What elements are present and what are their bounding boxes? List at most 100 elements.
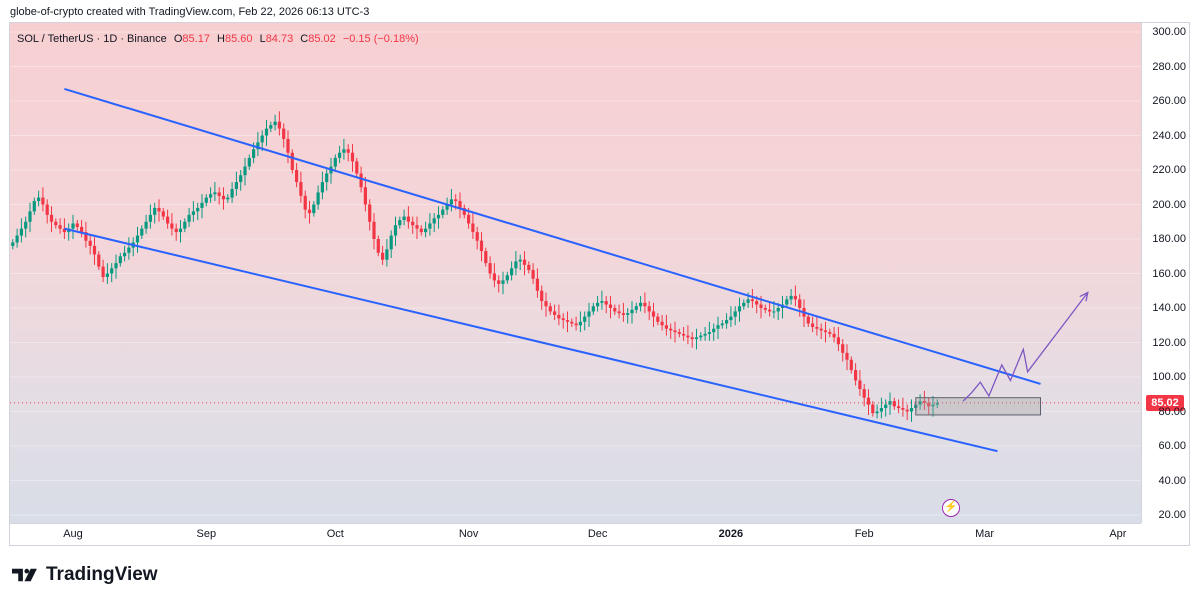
candle-body bbox=[561, 318, 565, 321]
candle-body bbox=[854, 370, 858, 381]
candle-body bbox=[355, 161, 359, 174]
candle-body bbox=[290, 152, 294, 170]
y-tick-label: 120.00 bbox=[1152, 336, 1186, 349]
tradingview-brand[interactable]: TradingView bbox=[12, 564, 158, 586]
candle-body bbox=[905, 409, 909, 412]
candle-body bbox=[871, 404, 875, 414]
channel-upper-line bbox=[64, 87, 1041, 385]
candle-body bbox=[484, 251, 488, 264]
candle-body bbox=[37, 197, 41, 202]
candle-body bbox=[320, 182, 324, 193]
x-tick-label: Mar bbox=[975, 528, 995, 540]
close-value: 85.02 bbox=[308, 33, 336, 45]
chart-credit: globe-of-crypto created with TradingView… bbox=[10, 6, 370, 18]
price-chart[interactable] bbox=[10, 23, 1141, 523]
projection-arrowhead bbox=[1079, 291, 1089, 302]
candle-body bbox=[49, 214, 54, 222]
candle-body bbox=[359, 173, 363, 188]
candle-body bbox=[299, 182, 303, 196]
candle-body bbox=[385, 249, 389, 260]
candle-body bbox=[312, 204, 316, 214]
candle-body bbox=[811, 323, 815, 327]
projection-path bbox=[962, 292, 1089, 402]
low-label: L bbox=[259, 33, 266, 45]
candle-body bbox=[467, 214, 471, 224]
candle-body bbox=[342, 149, 346, 153]
candle-body bbox=[110, 268, 114, 274]
candle-body bbox=[497, 280, 501, 284]
candle-body bbox=[729, 316, 733, 321]
candle-body bbox=[492, 273, 496, 281]
candle-body bbox=[548, 306, 552, 312]
candle-body bbox=[161, 211, 165, 217]
candle-body bbox=[118, 256, 122, 264]
price-axis[interactable]: 85.02 20.00 40.00 60.00 80.00 100.00 120.00 14… bbox=[1141, 23, 1189, 523]
candle-body bbox=[191, 211, 195, 215]
candle-body bbox=[28, 211, 32, 222]
candle-body bbox=[269, 125, 273, 129]
time-axis[interactable]: Aug Sep Oct Nov Dec 2026 Feb Mar Apr bbox=[10, 523, 1141, 545]
candle-body bbox=[712, 328, 716, 333]
candle-body bbox=[682, 333, 686, 336]
candle-body bbox=[841, 344, 845, 353]
candle-body bbox=[746, 299, 750, 303]
candle-body bbox=[643, 302, 647, 307]
candle-body bbox=[432, 218, 436, 224]
candle-body bbox=[570, 321, 574, 324]
candle-body bbox=[363, 187, 367, 205]
candle-body bbox=[183, 221, 187, 229]
consolidation-box bbox=[915, 397, 1041, 416]
candle-body bbox=[338, 152, 342, 158]
candle-body bbox=[84, 232, 88, 241]
candle-body bbox=[445, 204, 449, 210]
candle-body bbox=[101, 266, 105, 277]
candle-body bbox=[239, 175, 243, 183]
chart-frame[interactable]: SOL / TetherUS · 1D · Binance O85.17 H85… bbox=[9, 22, 1190, 546]
candle-body bbox=[901, 408, 905, 410]
candle-body bbox=[600, 301, 604, 303]
candle-body bbox=[243, 166, 247, 176]
candle-body bbox=[785, 299, 789, 305]
candle-body bbox=[234, 182, 238, 189]
candle-body bbox=[204, 197, 208, 203]
candle-body bbox=[892, 401, 896, 407]
open-label: O bbox=[173, 33, 183, 45]
candle-body bbox=[458, 201, 462, 208]
candle-body bbox=[604, 301, 608, 305]
candle-body bbox=[15, 235, 19, 243]
candle-body bbox=[419, 228, 423, 233]
candle-body bbox=[441, 209, 445, 215]
candle-body bbox=[381, 252, 385, 260]
candle-body bbox=[140, 228, 144, 236]
channel-lower-line bbox=[64, 227, 998, 453]
candle-body bbox=[819, 328, 823, 331]
lightning-icon[interactable]: ⚡ bbox=[942, 499, 960, 517]
candle-body bbox=[574, 323, 578, 326]
candle-body bbox=[531, 270, 535, 279]
x-tick-label: Apr bbox=[1109, 528, 1127, 540]
candle-body bbox=[931, 404, 935, 407]
candle-body bbox=[935, 402, 939, 405]
candle-body bbox=[252, 149, 256, 158]
candle-body bbox=[350, 152, 355, 162]
y-tick-label: 300.00 bbox=[1152, 26, 1186, 38]
candle-body bbox=[19, 228, 23, 236]
candle-body bbox=[522, 259, 527, 265]
candle-body bbox=[849, 359, 853, 371]
candle-body bbox=[806, 316, 810, 324]
candle-body bbox=[368, 204, 372, 222]
candle-body bbox=[488, 263, 492, 274]
candle-body bbox=[742, 302, 746, 307]
plot-area[interactable]: SOL / TetherUS · 1D · Binance O85.17 H85… bbox=[10, 23, 1141, 523]
candle-body bbox=[866, 397, 871, 405]
x-tick-label: Nov bbox=[458, 528, 479, 540]
candle-body bbox=[647, 306, 651, 312]
candle-body bbox=[80, 226, 84, 233]
candle-body bbox=[114, 263, 118, 269]
candle-body bbox=[656, 316, 660, 322]
candle-body bbox=[286, 138, 290, 153]
candle-body bbox=[505, 275, 509, 281]
candle-body bbox=[927, 402, 931, 407]
candle-body bbox=[196, 207, 200, 212]
candle-body bbox=[737, 306, 742, 312]
